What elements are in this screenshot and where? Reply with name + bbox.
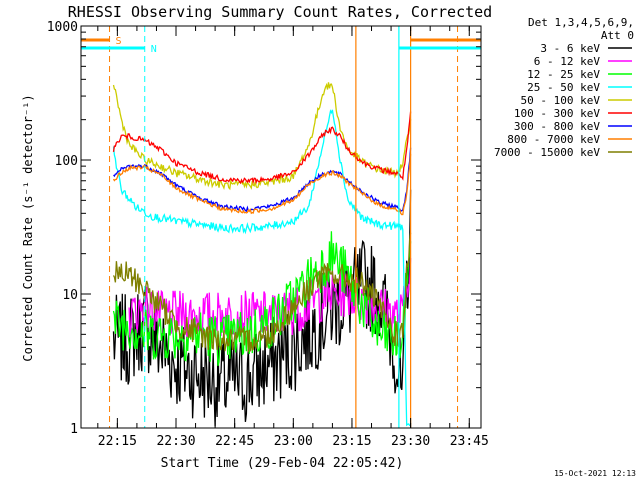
footer-timestamp: 15-Oct-2021 12:13 — [554, 469, 636, 478]
series-line-12-25-kev — [112, 231, 412, 366]
x-tick-label-22-45: 22:45 — [215, 434, 254, 449]
legend-label-3: 12 - 25 keV — [527, 68, 600, 81]
series-line-7000-15000-kev — [112, 232, 412, 353]
axes-frame — [80, 25, 482, 429]
legend-label-7: 300 - 800 keV — [514, 120, 600, 133]
y-tick-label-1: 1 — [70, 422, 78, 437]
interval-label-n: N — [151, 44, 157, 55]
x-tick-label-23-15: 23:15 — [332, 434, 371, 449]
legend-label-1: 3 - 6 keV — [540, 42, 600, 55]
x-tick-label-22-30: 22:30 — [156, 434, 195, 449]
legend-header-line-2: Att 0 — [601, 29, 634, 42]
legend-header-line-1: Det 1,3,4,5,6,9, — [528, 16, 634, 29]
x-tick-label-23-30: 23:30 — [391, 434, 430, 449]
legend-label-6: 100 - 300 keV — [514, 107, 600, 120]
x-tick-label-23-00: 23:00 — [274, 434, 313, 449]
y-tick-label-100: 100 — [55, 154, 78, 169]
chart-title: RHESSI Observing Summary Count Rates, Co… — [68, 3, 492, 21]
legend-label-9: 7000 - 15000 keV — [494, 146, 600, 159]
series-line-100-300-kev — [112, 111, 412, 185]
legend-label-8: 800 - 7000 keV — [507, 133, 600, 146]
y-axis-label: Corrected Count Rate (s⁻¹ detector⁻¹) — [21, 94, 35, 361]
series-line-25-50-kev — [112, 109, 411, 427]
series-line-800-7000-kev — [112, 154, 412, 216]
plot-area: S N 1 10 100 1000 22:15 22:30 22:45 23:00 23:15 23:… — [47, 20, 489, 449]
legend-label-4: 25 - 50 keV — [527, 81, 600, 94]
x-axis-label: Start Time (29-Feb-04 22:05:42) — [161, 456, 404, 471]
y-tick-label-1000: 1000 — [47, 20, 78, 35]
legend-label-5: 50 - 100 keV — [521, 94, 601, 107]
interval-label-s: S — [116, 36, 122, 47]
legend-label-2: 6 - 12 keV — [534, 55, 601, 68]
y-tick-label-10: 10 — [62, 288, 78, 303]
x-tick-label-23-45: 23:45 — [450, 434, 489, 449]
series-traces — [112, 82, 412, 427]
x-tick-label-22-15: 22:15 — [98, 434, 137, 449]
